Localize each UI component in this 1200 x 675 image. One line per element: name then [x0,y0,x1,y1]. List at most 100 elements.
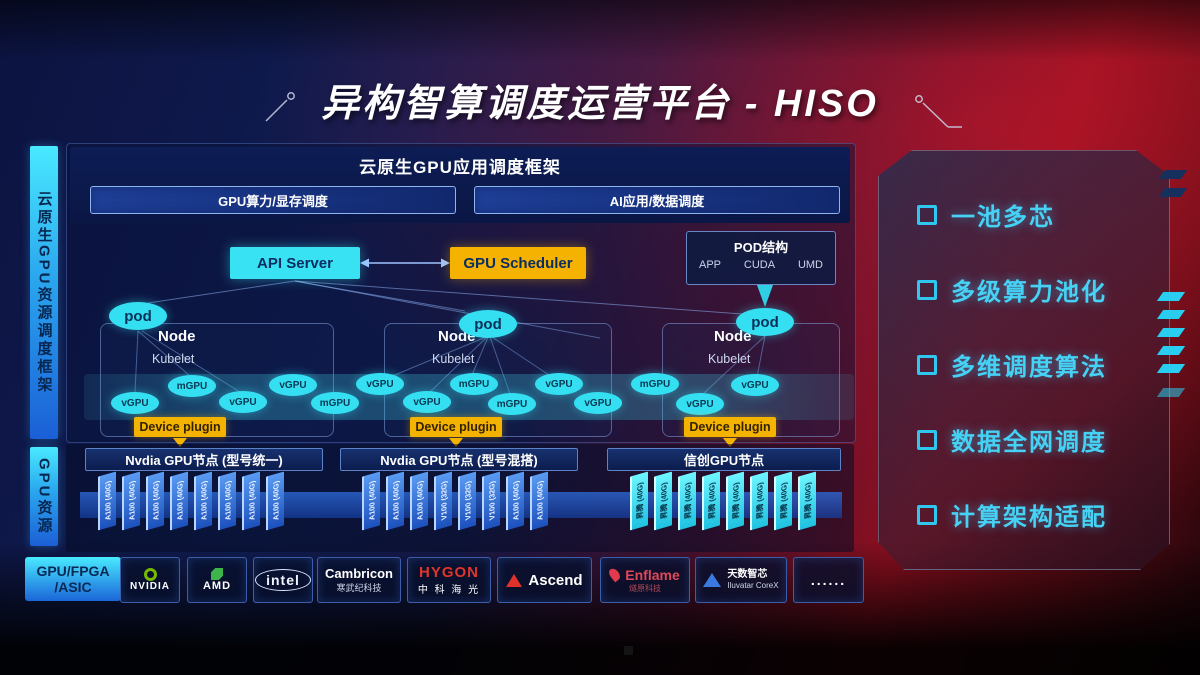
page-title: 异构智算调度运营平台 - HISO [321,83,879,125]
gpu-ellipse: vGPU [269,374,317,396]
gpu-ellipse: mGPU [488,393,536,415]
pod-structure-title: POD结构 [733,240,789,255]
gpu-ellipse: mGPU [311,392,359,414]
vendor-label: AMD [202,580,232,592]
watermark-dot [624,646,633,655]
gpu-card: V100 (32G) [434,471,452,531]
gpu-card: 昇腾 (40G) [702,471,720,531]
feature-item-multidim-scheduling: 多维调度算法 [917,347,1149,382]
node-bar-xinchuang: 信创GPU节点 [607,448,841,471]
category-gpu-fpga-asic: GPU/FPGA /ASIC [25,557,121,601]
pod-ellipse-2: pod [459,310,517,338]
vendor-label: NVIDIA [130,581,170,592]
feature-item-arch-adaptation: 计算架构适配 [917,497,1149,532]
gpu-card: 昇腾 (40G) [798,471,816,531]
feature-label: 一池多芯 [951,204,1055,231]
iluvatar-logo-icon [703,573,722,587]
feature-label: 多维调度算法 [951,354,1107,381]
device-plugin-3: Device plugin [684,417,776,437]
vendor-ascend: Ascend [497,557,592,603]
gpu-card-stack-2: A100 (40G) A100 (40G) A100 (40G) V100 (3… [362,471,572,531]
vendor-more-dots: ...... [810,572,847,588]
vendor-label: HYGON [418,564,479,581]
pod-structure-item-app: APP [699,259,722,271]
gpu-ellipse: vGPU [111,392,159,414]
bar-gpu-compute-scheduling: GPU算力/显存调度 [90,186,456,214]
edge-stripe-icon [1158,170,1188,179]
vendor-sublabel: 中 科 海 光 [417,585,481,596]
gpu-ellipse: vGPU [731,374,779,396]
gpu-card: A100 (40G) [146,471,164,531]
device-plugin-2: Device plugin [410,417,502,437]
edge-stripe-icon [1156,328,1186,337]
feature-label: 多级算力池化 [951,279,1107,306]
intel-logo-icon: intel [255,569,311,591]
vendor-label: 天数智芯 [727,569,768,580]
feature-item-one-pool-multi-chip: 一池多芯 [917,197,1149,232]
pod-structure-item-cuda: CUDA [743,259,776,271]
gpu-ellipse: vGPU [356,373,404,395]
device-plugin-arrow-1 [173,438,187,447]
rail-label: GPU资源 [35,457,53,536]
vendor-label: Ascend [528,571,583,589]
gpu-card: A100 (40G) [266,471,284,531]
edge-stripe-icon [1156,388,1186,397]
gpu-card-stack-1: A100 (40G) A100 (40G) A100 (40G) A100 (4… [98,471,308,531]
gpu-ellipse: mGPU [631,373,679,395]
gpu-card: A100 (40G) [218,471,236,531]
api-server-box: API Server [230,247,360,279]
gpu-card: 昇腾 (40G) [774,471,792,531]
device-plugin-arrow-2 [449,438,463,447]
framework-title: 云原生GPU应用调度框架 [359,158,561,177]
gpu-card-stack-3: 昇腾 (40G) 昇腾 (40G) 昇腾 (40G) 昇腾 (40G) 昇腾 (… [630,471,840,531]
checkbox-icon [917,354,937,375]
vendor-iluvatar: 天数智芯 Iluvatar CoreX [695,557,787,603]
gpu-ellipse: vGPU [403,391,451,413]
vendor-amd: AMD [187,557,247,603]
vendor-cambricon: Cambricon 寒武纪科技 [317,557,401,603]
feature-label: 数据全网调度 [951,429,1107,456]
bar-ai-data-scheduling: AI应用/数据调度 [474,186,840,214]
gpu-card: V100 (32G) [482,471,500,531]
gpu-card: A100 (40G) [122,471,140,531]
gpu-card: A100 (40G) [506,471,524,531]
ascend-logo-icon [506,573,523,587]
checkbox-icon [917,580,937,600]
vendor-nvidia: NVIDIA [120,557,180,603]
feature-item-multilevel-pooling: 多级算力池化 [917,272,1149,307]
vendor-enflame: Enflame 燧原科技 [600,557,690,603]
vendor-intel: intel [253,557,313,603]
gpu-ellipse: mGPU [450,373,498,395]
rail-gpu-resources: GPU资源 [30,447,58,546]
pod-ellipse-1: pod [109,302,167,330]
edge-stripe-icon [1156,292,1186,301]
gpu-card: A100 (40G) [98,471,116,531]
kubelet-label-3: Kubelet [708,352,751,366]
checkbox-icon [917,204,937,225]
checkbox-icon [917,504,937,525]
category-line2: /ASIC [54,579,92,595]
category-line1: GPU/FPGA [36,563,110,579]
edge-stripe-icon [1158,188,1188,197]
vendor-sublabel: 燧原科技 [629,583,661,593]
vendor-sublabel: 寒武纪科技 [336,583,382,593]
feature-label: 计算架构适配 [951,504,1107,531]
checkbox-icon [917,429,937,450]
pod-ellipse-3: pod [736,308,794,336]
gpu-card: A100 (40G) [410,471,428,531]
pod-structure-items: APP CUDA UMD [687,256,835,271]
gpu-ellipse: vGPU [219,391,267,413]
device-plugin-1: Device plugin [134,417,226,437]
gpu-card: A100 (40G) [530,471,548,531]
gpu-card: A100 (40G) [170,471,188,531]
pod-structure-box: POD结构 APP CUDA UMD [686,231,836,285]
gpu-card: A100 (40G) [362,471,380,531]
gpu-card: 昇腾 (40G) [750,471,768,531]
edge-stripe-icon [1156,346,1186,355]
gpu-scheduler-box: GPU Scheduler [450,247,586,279]
enflame-logo-icon [607,566,623,583]
device-plugin-arrow-3 [723,438,737,447]
vendor-sublabel: Iluvatar CoreX [727,581,779,590]
gpu-ellipse: vGPU [676,393,724,415]
